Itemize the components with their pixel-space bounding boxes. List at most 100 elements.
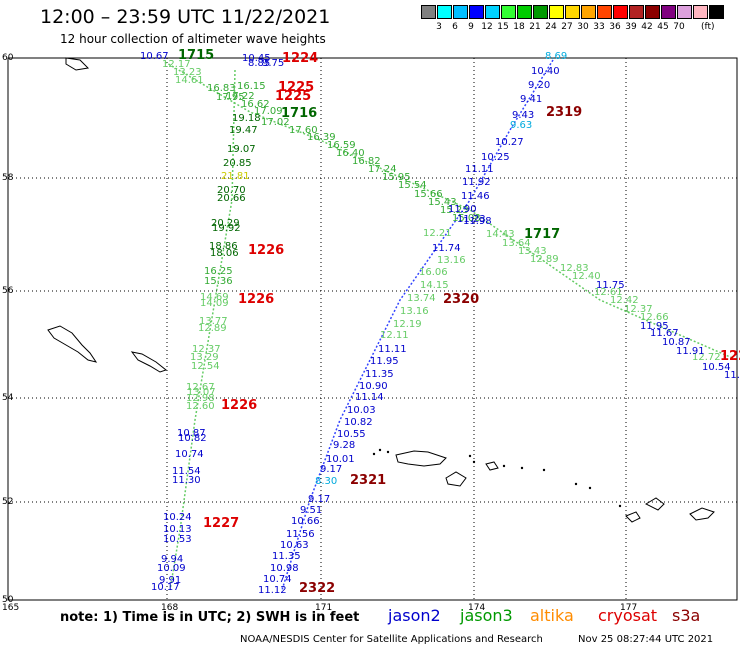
small-island — [574, 482, 578, 486]
small-island — [372, 452, 376, 456]
wave-height-value: 11.95 — [640, 321, 669, 332]
wave-height-value: 11.54 — [172, 466, 201, 477]
lat-tick-label: 60 — [2, 53, 14, 63]
wave-height-value: 10.82 — [344, 417, 373, 428]
legend-swatch — [437, 5, 452, 19]
lon-tick-label: 171 — [315, 603, 332, 613]
wave-height-value: 16.40 — [336, 148, 365, 159]
legend-swatch — [565, 5, 580, 19]
wave-height-value: 12.61 — [594, 287, 623, 298]
wave-height-value: 11.23 — [457, 214, 486, 225]
legend-label: 15 — [497, 22, 509, 32]
landmass-outline — [689, 507, 715, 521]
pass-time-label: 1226 — [221, 398, 257, 413]
wave-height-value: 9.41 — [520, 94, 542, 105]
pass-time-label: 1717 — [524, 227, 560, 242]
wave-height-value: 10.40 — [531, 66, 560, 77]
legend-jason3: jason3 — [460, 606, 513, 625]
legend-swatch — [629, 5, 644, 19]
wave-height-value: 9.51 — [300, 505, 322, 516]
lon-tick-label: 174 — [468, 603, 485, 613]
wave-height-value: 10.82 — [178, 433, 207, 444]
wave-height-value: 13.64 — [502, 238, 531, 249]
wave-height-value: 17.22 — [226, 91, 255, 102]
wave-height-value: 10.67 — [140, 51, 169, 62]
wave-height-value: 12.89 — [530, 254, 559, 265]
lat-tick-label: 56 — [2, 286, 14, 296]
wave-height-value: 12.54 — [191, 361, 220, 372]
legend-swatch — [709, 5, 724, 19]
wave-height-value: 20.85 — [223, 158, 252, 169]
legend-label: 27 — [561, 22, 573, 32]
wave-height-value: 12.89 — [198, 323, 227, 334]
landmass-outline — [445, 471, 467, 487]
wave-height-value: 13.07 — [187, 387, 216, 398]
legend-swatch — [693, 5, 708, 19]
small-island — [386, 450, 390, 454]
wave-height-value: 10.98 — [270, 563, 299, 574]
credit-line: NOAA/NESDIS Center for Satellite Applica… — [240, 634, 543, 645]
wave-height-value: 11.98 — [463, 216, 492, 227]
wave-height-value: 20.29 — [211, 218, 240, 229]
lat-tick-label: 52 — [2, 497, 13, 507]
lat-tick-label: 50 — [2, 595, 14, 605]
pass-time-label: 1227 — [720, 349, 740, 364]
wave-height-value: 12.42 — [610, 295, 639, 306]
wave-height-value: 10.27 — [495, 137, 524, 148]
pass-time-label: 1226 — [248, 243, 284, 258]
wave-height-value: 12.98 — [186, 393, 215, 404]
pass-time-label: 1225 — [278, 80, 314, 95]
wave-height-value: 10.55 — [337, 429, 366, 440]
wave-height-value: 10.24 — [163, 512, 192, 523]
wave-height-value: 16.82 — [352, 156, 381, 167]
satellite-tracks — [164, 59, 738, 591]
legend-swatch — [677, 5, 692, 19]
wave-height-value: 12.37 — [192, 344, 221, 355]
wave-height-value: 12.72 — [692, 352, 721, 363]
lon-tick-label: 177 — [620, 603, 637, 613]
lat-tick-label: 58 — [2, 173, 14, 183]
wave-height-value: 10.54 — [702, 362, 731, 373]
legend-label: 33 — [593, 22, 605, 32]
wave-height-value: 13.43 — [518, 246, 547, 257]
wave-height-value: 10.09 — [157, 563, 186, 574]
wave-height-value: 19.92 — [212, 223, 241, 234]
wave-height-value: 17.60 — [289, 125, 318, 136]
wave-height-value: 10.74 — [263, 574, 292, 585]
wave-height-value: 20.66 — [217, 193, 246, 204]
wave-height-value: 10.03 — [347, 405, 376, 416]
map-subtitle: 12 hour collection of altimeter wave hei… — [60, 32, 326, 46]
satellite-ground-track — [169, 69, 236, 591]
lon-tick-label: 165 — [2, 603, 19, 613]
legend-units: (ft) — [701, 22, 715, 32]
wave-height-value: 12.37 — [624, 304, 653, 315]
note-text: note: 1) Time is in UTC; 2) SWH is in fe… — [60, 610, 360, 625]
wave-height-value: 9.43 — [512, 110, 534, 121]
wave-height-value: 15.08 — [452, 213, 481, 224]
legend-swatch — [421, 5, 436, 19]
wave-height-value: 10.01 — [326, 454, 355, 465]
lon-tick-label: 168 — [161, 603, 178, 613]
wave-height-value: 14.09 — [200, 298, 229, 309]
legend-swatch — [661, 5, 676, 19]
wave-height-value: 8.30 — [315, 476, 337, 487]
pass-time-label: 1715 — [178, 48, 214, 63]
satellite-ground-track — [164, 61, 738, 361]
wave-height-value: 11.12 — [258, 585, 287, 596]
wave-height-value: 21.81 — [221, 171, 250, 182]
wave-height-value: 18.86 — [209, 241, 238, 252]
small-island — [618, 504, 622, 508]
pass-time-label: 1716 — [281, 106, 317, 121]
wave-height-value: 10.17 — [151, 582, 180, 593]
wave-height-value: 14.61 — [175, 75, 204, 86]
legend-label: 39 — [625, 22, 637, 32]
wave-height-value: 12.19 — [393, 319, 422, 330]
pass-time-label: 2322 — [299, 581, 335, 596]
wave-height-value: 9.17 — [308, 494, 330, 505]
wave-height-value: 11.74 — [432, 243, 461, 254]
legend-label: 70 — [673, 22, 685, 32]
wave-height-value: 11.30 — [172, 475, 201, 486]
pass-time-label: 1227 — [203, 516, 239, 531]
legend-jason2: jason2 — [388, 606, 441, 625]
